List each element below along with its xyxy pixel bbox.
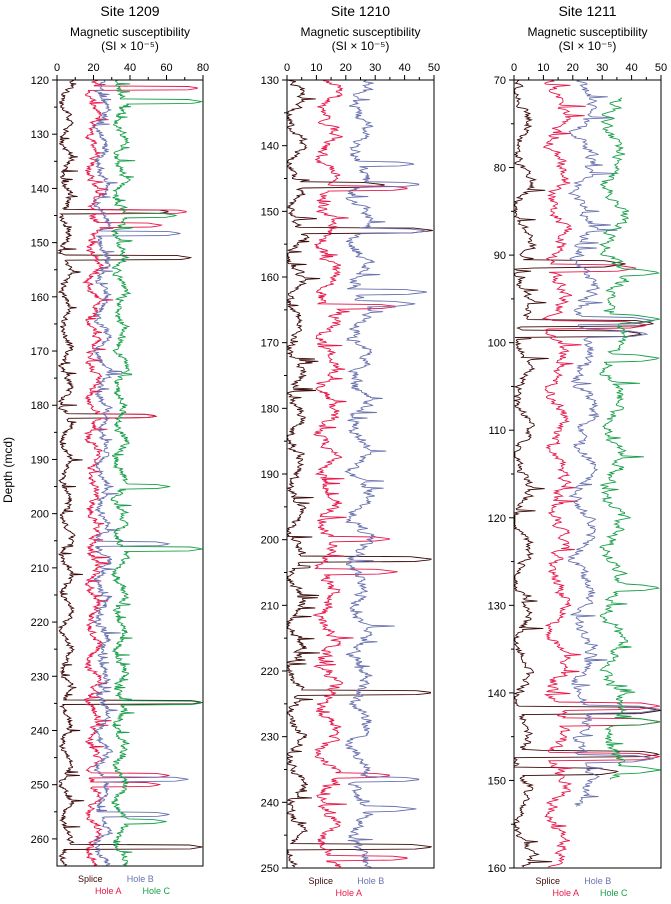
legend-splice: Splice (78, 874, 103, 884)
y-tick-label: 250 (31, 780, 49, 792)
panel-2: Site 1210 Magnetic susceptibility(SI × 10… (261, 3, 440, 898)
legend-splice: Splice (535, 876, 560, 886)
x-tick-label: 0 (284, 62, 290, 74)
y-tick-label: 220 (261, 666, 279, 678)
y-tick-label: 230 (261, 732, 279, 744)
y-tick-label: 130 (31, 129, 49, 141)
x-tick-label: 40 (398, 62, 410, 74)
x-tick-label: 20 (87, 62, 99, 74)
series-line-hole-a (81, 80, 198, 866)
y-tick-label: 140 (488, 688, 506, 700)
x-axis-units: (SI × 10⁻⁵) (101, 39, 159, 53)
series-line-splice (514, 80, 661, 868)
x-tick-label: 10 (537, 62, 549, 74)
y-tick-label: 240 (31, 725, 49, 737)
y-tick-label: 120 (31, 75, 49, 87)
panel-3: Site 1211 Magnetic susceptibility(SI × 10… (488, 3, 667, 898)
x-axis-label: Magnetic susceptibility (300, 25, 420, 39)
x-tick-label: 50 (428, 62, 440, 74)
series-line-hole-b (92, 80, 189, 866)
x-tick-label: 20 (340, 62, 352, 74)
series-line-hole-a (312, 80, 408, 868)
x-tick-label: 30 (596, 62, 608, 74)
y-tick-label: 70 (494, 75, 506, 87)
y-tick-label: 160 (261, 272, 279, 284)
x-tick-label: 0 (54, 62, 60, 74)
panel-title: Site 1211 (558, 3, 616, 19)
x-tick-label: 0 (511, 62, 517, 74)
x-tick-label: 50 (655, 62, 667, 74)
legend-hole-a: Hole A (335, 888, 362, 898)
y-tick-label: 180 (261, 403, 279, 415)
x-axis-label: Magnetic susceptibility (527, 25, 647, 39)
y-tick-label: 230 (31, 671, 49, 683)
y-tick-label: 160 (31, 292, 49, 304)
y-tick-label: 190 (31, 454, 49, 466)
y-tick-label: 120 (488, 513, 506, 525)
legend-hole-b: Hole B (584, 876, 611, 886)
y-tick-label: 200 (261, 535, 279, 547)
x-tick-label: 20 (567, 62, 579, 74)
legend-hole-c: Hole C (143, 886, 171, 896)
y-tick-label: 140 (261, 141, 279, 153)
x-tick-label: 40 (124, 62, 136, 74)
legend-hole-c: Hole C (600, 888, 628, 898)
series-line-splice (57, 80, 203, 866)
series-line-splice (287, 80, 433, 868)
series-line-hole-a (541, 80, 660, 868)
y-tick-label: 80 (494, 163, 506, 175)
panel-1: Site 1209 Magnetic susceptibility(SI × 10… (31, 3, 209, 896)
y-tick-label: 210 (261, 600, 279, 612)
x-tick-label: 40 (625, 62, 637, 74)
y-tick-label: 180 (31, 400, 49, 412)
y-tick-label: 150 (488, 775, 506, 787)
y-tick-label: 190 (261, 469, 279, 481)
panel-title: Site 1209 (100, 3, 159, 19)
series-line-hole-b (344, 80, 427, 868)
x-tick-label: 60 (160, 62, 172, 74)
y-tick-label: 250 (261, 863, 279, 875)
plot-frame (286, 79, 435, 869)
legend-hole-b: Hole B (357, 876, 384, 886)
y-tick-label: 90 (494, 250, 506, 262)
series-line-hole-c (110, 80, 203, 866)
y-tick-label: 160 (488, 863, 506, 875)
series-line-hole-c (598, 97, 661, 780)
legend-hole-b: Hole B (127, 874, 154, 884)
y-tick-label: 170 (261, 338, 279, 350)
legend-hole-a: Hole A (552, 888, 579, 898)
y-tick-label: 130 (488, 600, 506, 612)
y-tick-label: 110 (488, 425, 506, 437)
x-tick-label: 30 (369, 62, 381, 74)
y-tick-label: 200 (31, 509, 49, 521)
y-tick-label: 130 (261, 75, 279, 87)
legend-hole-a: Hole A (95, 886, 122, 896)
y-tick-label: 220 (31, 617, 49, 629)
y-tick-label: 140 (31, 183, 49, 195)
series-line-hole-b (567, 80, 660, 807)
x-axis-units: (SI × 10⁻⁵) (559, 39, 617, 53)
x-tick-label: 80 (197, 62, 209, 74)
x-tick-label: 10 (310, 62, 322, 74)
x-axis-label: Magnetic susceptibility (70, 25, 190, 39)
y-tick-label: 150 (31, 238, 49, 250)
y-tick-label: 150 (261, 206, 279, 218)
y-tick-label: 210 (31, 563, 49, 575)
panel-title: Site 1210 (331, 3, 390, 19)
y-tick-label: 240 (261, 797, 279, 809)
y-axis-label: Depth (mcd) (1, 437, 15, 503)
legend-splice: Splice (308, 876, 333, 886)
y-tick-label: 100 (488, 338, 506, 350)
x-axis-units: (SI × 10⁻⁵) (332, 39, 390, 53)
y-tick-label: 170 (31, 346, 49, 358)
plot-frame (56, 79, 204, 867)
y-tick-label: 260 (31, 834, 49, 846)
